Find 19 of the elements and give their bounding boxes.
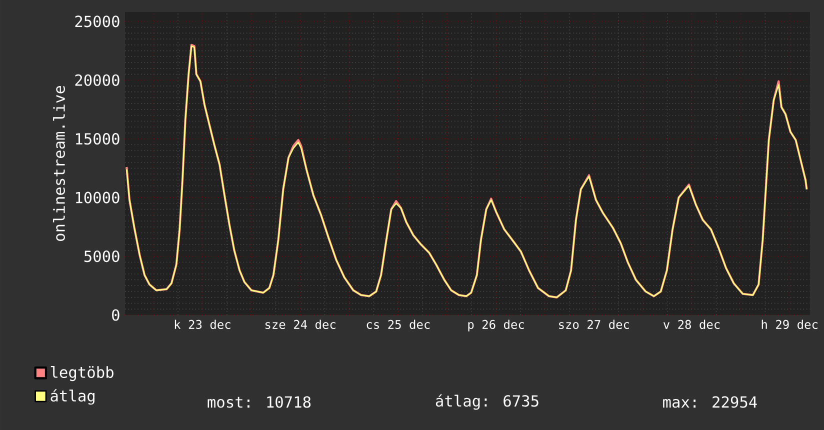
y-tick-label: 20000	[75, 74, 120, 86]
y-tick-label: 15000	[76, 133, 120, 145]
x-tick-label: v 28 dec	[663, 320, 720, 329]
text: most: 10718	[208, 396, 311, 408]
y-tick-label: 5000	[84, 250, 120, 262]
x-tick-label: h 29 dec	[762, 320, 818, 329]
x-tick-label: szo 27 dec	[559, 320, 630, 329]
legend-label: legtöbb	[50, 366, 114, 382]
x-tick-label: sze 24 dec	[265, 320, 336, 329]
y-tick-label: 10000	[76, 192, 120, 204]
x-tick-label: p 26 dec	[468, 320, 524, 332]
y-axis-title: onlinestream.live	[53, 86, 65, 241]
text: átlag: 6735	[436, 394, 538, 410]
x-tick-label: cs 25 dec	[366, 320, 430, 329]
legend-label: átlag	[50, 389, 94, 405]
x-tick-label: k 23 dec	[174, 320, 230, 329]
y-tick-label: 25000	[75, 16, 120, 28]
y-tick-label: 0	[112, 309, 120, 321]
text: max: 22954	[663, 396, 757, 408]
